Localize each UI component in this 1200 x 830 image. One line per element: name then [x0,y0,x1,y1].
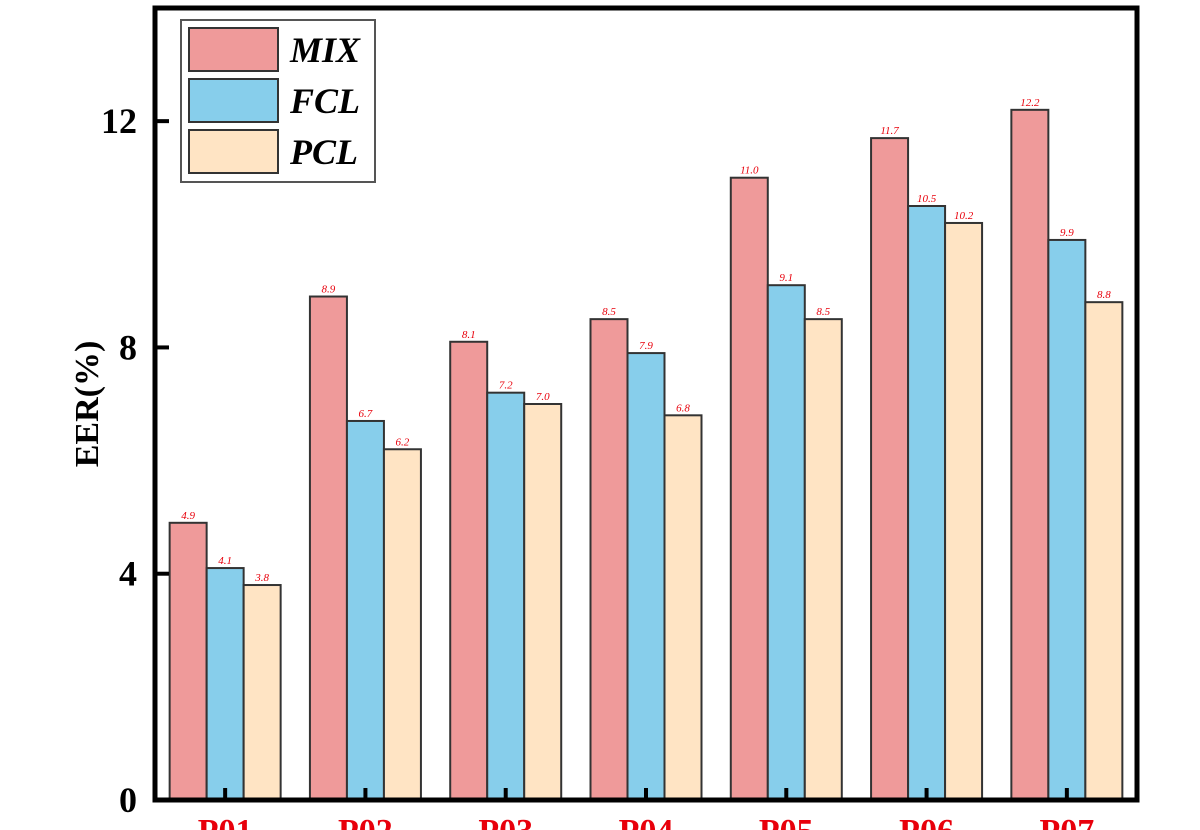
data-label-pcl-p03: 7.0 [536,391,550,403]
data-label-pcl-p07: 8.8 [1097,289,1111,301]
bar-fcl-p06 [907,205,947,801]
bar-mix-p07 [1010,108,1050,802]
x-tick-label: P04 [619,813,674,830]
data-label-pcl-p06: 10.2 [954,210,974,222]
x-tick-label: P07 [1039,813,1094,830]
legend-label-fcl: FCL [289,81,360,121]
bars-layer: 4.9 4.1 3.8 8.9 6.7 6.2 8.1 7.2 7.0 8.5 7.9 6.8 11.0… [168,97,1124,802]
data-label-fcl-p05: 9.1 [779,272,793,284]
data-label-fcl-p07: 9.9 [1060,227,1074,239]
x-tick-label: P02 [338,813,393,830]
y-tick-label: 4 [119,554,137,594]
data-label-fcl-p01: 4.1 [218,555,232,567]
data-label-mix-p05: 11.0 [740,165,759,177]
data-label-pcl-p04: 6.8 [676,402,690,414]
x-tick-label: P01 [198,813,253,830]
bar-fcl-p02 [345,419,385,801]
bar-fcl-p04 [626,352,666,801]
bar-pcl-p06 [944,221,984,801]
data-label-mix-p04: 8.5 [602,306,616,318]
data-label-mix-p03: 8.1 [462,329,476,341]
data-label-pcl-p05: 8.5 [816,306,830,318]
bar-fcl-p07 [1047,238,1087,801]
legend: MIX FCL PCL [180,19,376,183]
x-tick-label: P03 [478,813,533,830]
y-tick-label: 0 [119,780,137,820]
bar-pcl-p03 [523,403,563,801]
bar-pcl-p07 [1084,301,1124,801]
data-label-fcl-p02: 6.7 [359,408,373,420]
data-label-fcl-p06: 10.5 [917,193,937,205]
bar-pcl-p01 [242,584,282,801]
x-tick-label: P05 [759,813,814,830]
bar-fcl-p05 [766,284,806,801]
x-tick-label: P06 [899,813,954,830]
bar-mix-p03 [449,340,489,801]
y-tick-label: 8 [119,327,137,367]
legend-label-mix: MIX [289,30,361,70]
bar-mix-p04 [589,318,629,801]
legend-swatch-pcl [188,129,279,174]
y-axis: 0 4 8 12 [101,101,169,820]
legend-swatch-mix [188,27,279,72]
data-label-mix-p06: 11.7 [880,125,899,137]
bar-fcl-p03 [486,391,526,801]
data-label-pcl-p01: 3.8 [254,572,269,584]
bar-fcl-p01 [205,567,245,801]
data-label-pcl-p02: 6.2 [396,436,410,448]
y-tick-label: 12 [101,101,137,141]
data-label-mix-p02: 8.9 [322,284,336,296]
data-label-fcl-p03: 7.2 [499,380,513,392]
bar-mix-p02 [308,295,348,801]
bar-mix-p06 [870,137,910,802]
bar-pcl-p04 [663,414,703,801]
data-label-mix-p01: 4.9 [181,510,195,522]
bar-pcl-p02 [382,448,422,801]
legend-swatch-fcl [188,78,279,123]
bar-mix-p05 [729,176,769,801]
data-label-mix-p07: 12.2 [1020,97,1040,109]
bar-pcl-p05 [803,318,843,801]
x-axis: P01 P02 P03 P04 P05 P06 P07 [198,788,1094,830]
data-label-fcl-p04: 7.9 [639,340,653,352]
y-axis-label: EER(%) [69,341,106,468]
bar-mix-p01 [168,521,208,801]
legend-label-pcl: PCL [289,132,358,172]
